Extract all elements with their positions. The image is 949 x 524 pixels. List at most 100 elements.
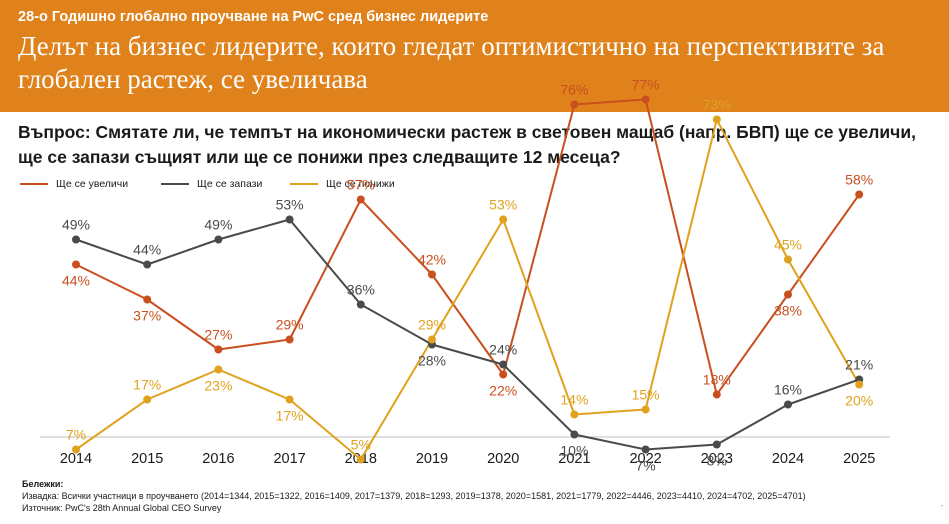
notes-sample: Извадка: Всички участници в проучването …: [22, 491, 806, 501]
x-tick-label: 2022: [629, 451, 661, 467]
data-point: [356, 300, 365, 309]
data-label: 29%: [276, 317, 304, 333]
x-tick-label: 2020: [487, 451, 519, 467]
data-point: [712, 390, 721, 399]
legend-swatch-same: [161, 183, 189, 185]
data-label: 77%: [632, 77, 660, 93]
series-line: [75, 218, 860, 451]
data-label: 7%: [635, 458, 655, 474]
data-label: 38%: [774, 303, 802, 319]
data-label: 7%: [66, 427, 86, 443]
data-label: 17%: [133, 377, 161, 393]
series-line: [75, 98, 861, 396]
legend-label-increase: Ще се увеличи: [56, 178, 129, 190]
x-tick-label: 2025: [843, 451, 875, 467]
data-label: 29%: [418, 317, 446, 333]
data-point: [784, 290, 792, 299]
data-point: [641, 95, 650, 104]
data-label: 49%: [204, 217, 232, 233]
data-point: [784, 400, 792, 409]
data-point: [356, 455, 365, 464]
x-tick-label: 2015: [131, 451, 163, 467]
data-point: [214, 365, 223, 374]
data-label: 27%: [204, 327, 232, 343]
x-tick-label: 2017: [273, 451, 305, 467]
x-tick-label: 2016: [202, 451, 234, 467]
data-label: 20%: [845, 393, 873, 409]
data-point: [855, 190, 864, 199]
data-label: 42%: [418, 252, 446, 268]
page-title: Делът на бизнес лидерите, които гледат о…: [18, 31, 885, 94]
data-point: [784, 255, 792, 264]
legend-label-decrease: Ще се понижи: [326, 178, 395, 190]
data-label: 45%: [774, 237, 802, 253]
data-label: 18%: [703, 372, 731, 388]
data-point: [499, 370, 508, 379]
data-label: 28%: [418, 353, 446, 369]
data-point: [570, 410, 579, 419]
data-point: [712, 115, 721, 124]
data-label: 44%: [133, 242, 161, 258]
data-label: 36%: [347, 282, 375, 298]
data-label: 8%: [707, 453, 727, 469]
data-label: 16%: [774, 382, 802, 398]
x-tick-label: 2019: [416, 451, 448, 467]
data-point: [72, 445, 80, 454]
data-point: [641, 445, 650, 454]
chart-legend: Ще се увеличи Ще се запази Ще се понижи: [0, 178, 949, 198]
data-point: [214, 235, 223, 244]
legend-item-same: Ще се запази: [161, 178, 262, 190]
header-subtitle: 28-о Годишно глобално проучване на PwC с…: [18, 9, 489, 25]
data-label: 44%: [62, 273, 90, 289]
data-point: [285, 215, 294, 224]
header-banner: 28-о Годишно глобално проучване на PwC с…: [0, 0, 949, 112]
x-tick-label: 2014: [60, 451, 92, 467]
x-tick-label: 2021: [558, 451, 590, 467]
legend-item-decrease: Ще се понижи: [290, 178, 395, 190]
series-line: [75, 118, 861, 461]
data-label: 17%: [276, 408, 304, 424]
data-point: [570, 100, 579, 109]
data-label: 10%: [560, 443, 588, 459]
data-point: [143, 260, 152, 269]
data-point: [855, 380, 864, 389]
data-label: 53%: [489, 197, 517, 213]
legend-swatch-decrease: [290, 183, 318, 185]
legend-item-increase: Ще се увеличи: [20, 178, 128, 190]
notes-source: Източник: PwC's 28th Annual Global CEO S…: [22, 503, 222, 513]
data-label: 49%: [62, 217, 90, 233]
data-label: 76%: [560, 82, 588, 98]
data-label: 21%: [845, 357, 873, 373]
data-label: 53%: [276, 197, 304, 213]
data-label: 73%: [703, 97, 731, 113]
data-point: [712, 440, 721, 449]
page-mark: -: [940, 501, 943, 510]
legend-swatch-increase: [20, 183, 48, 185]
data-point: [499, 360, 508, 369]
data-point: [499, 215, 508, 224]
data-point: [214, 345, 223, 354]
data-point: [428, 335, 436, 344]
data-point: [356, 195, 365, 204]
notes-heading: Бележки:: [22, 479, 64, 489]
notes: Бележки: Извадка: Всички участници в про…: [22, 478, 806, 514]
x-tick-label: 2024: [772, 451, 804, 467]
data-point: [143, 395, 152, 404]
data-point: [72, 235, 80, 244]
data-label: 37%: [133, 308, 161, 324]
data-label: 58%: [845, 172, 873, 188]
data-label: 23%: [204, 378, 232, 394]
survey-question: Въпрос: Смятате ли, че темпът на икономи…: [18, 122, 916, 167]
data-label: 15%: [632, 387, 660, 403]
data-label: 22%: [489, 383, 517, 399]
data-label: 5%: [351, 437, 371, 453]
data-point: [641, 405, 650, 414]
data-point: [143, 295, 152, 304]
data-label: 57%: [347, 177, 375, 193]
data-point: [570, 430, 579, 439]
x-tick-label: 2023: [701, 451, 733, 467]
data-point: [72, 260, 80, 269]
data-label: 24%: [489, 342, 517, 358]
legend-label-same: Ще се запази: [197, 178, 263, 190]
data-point: [285, 335, 294, 344]
